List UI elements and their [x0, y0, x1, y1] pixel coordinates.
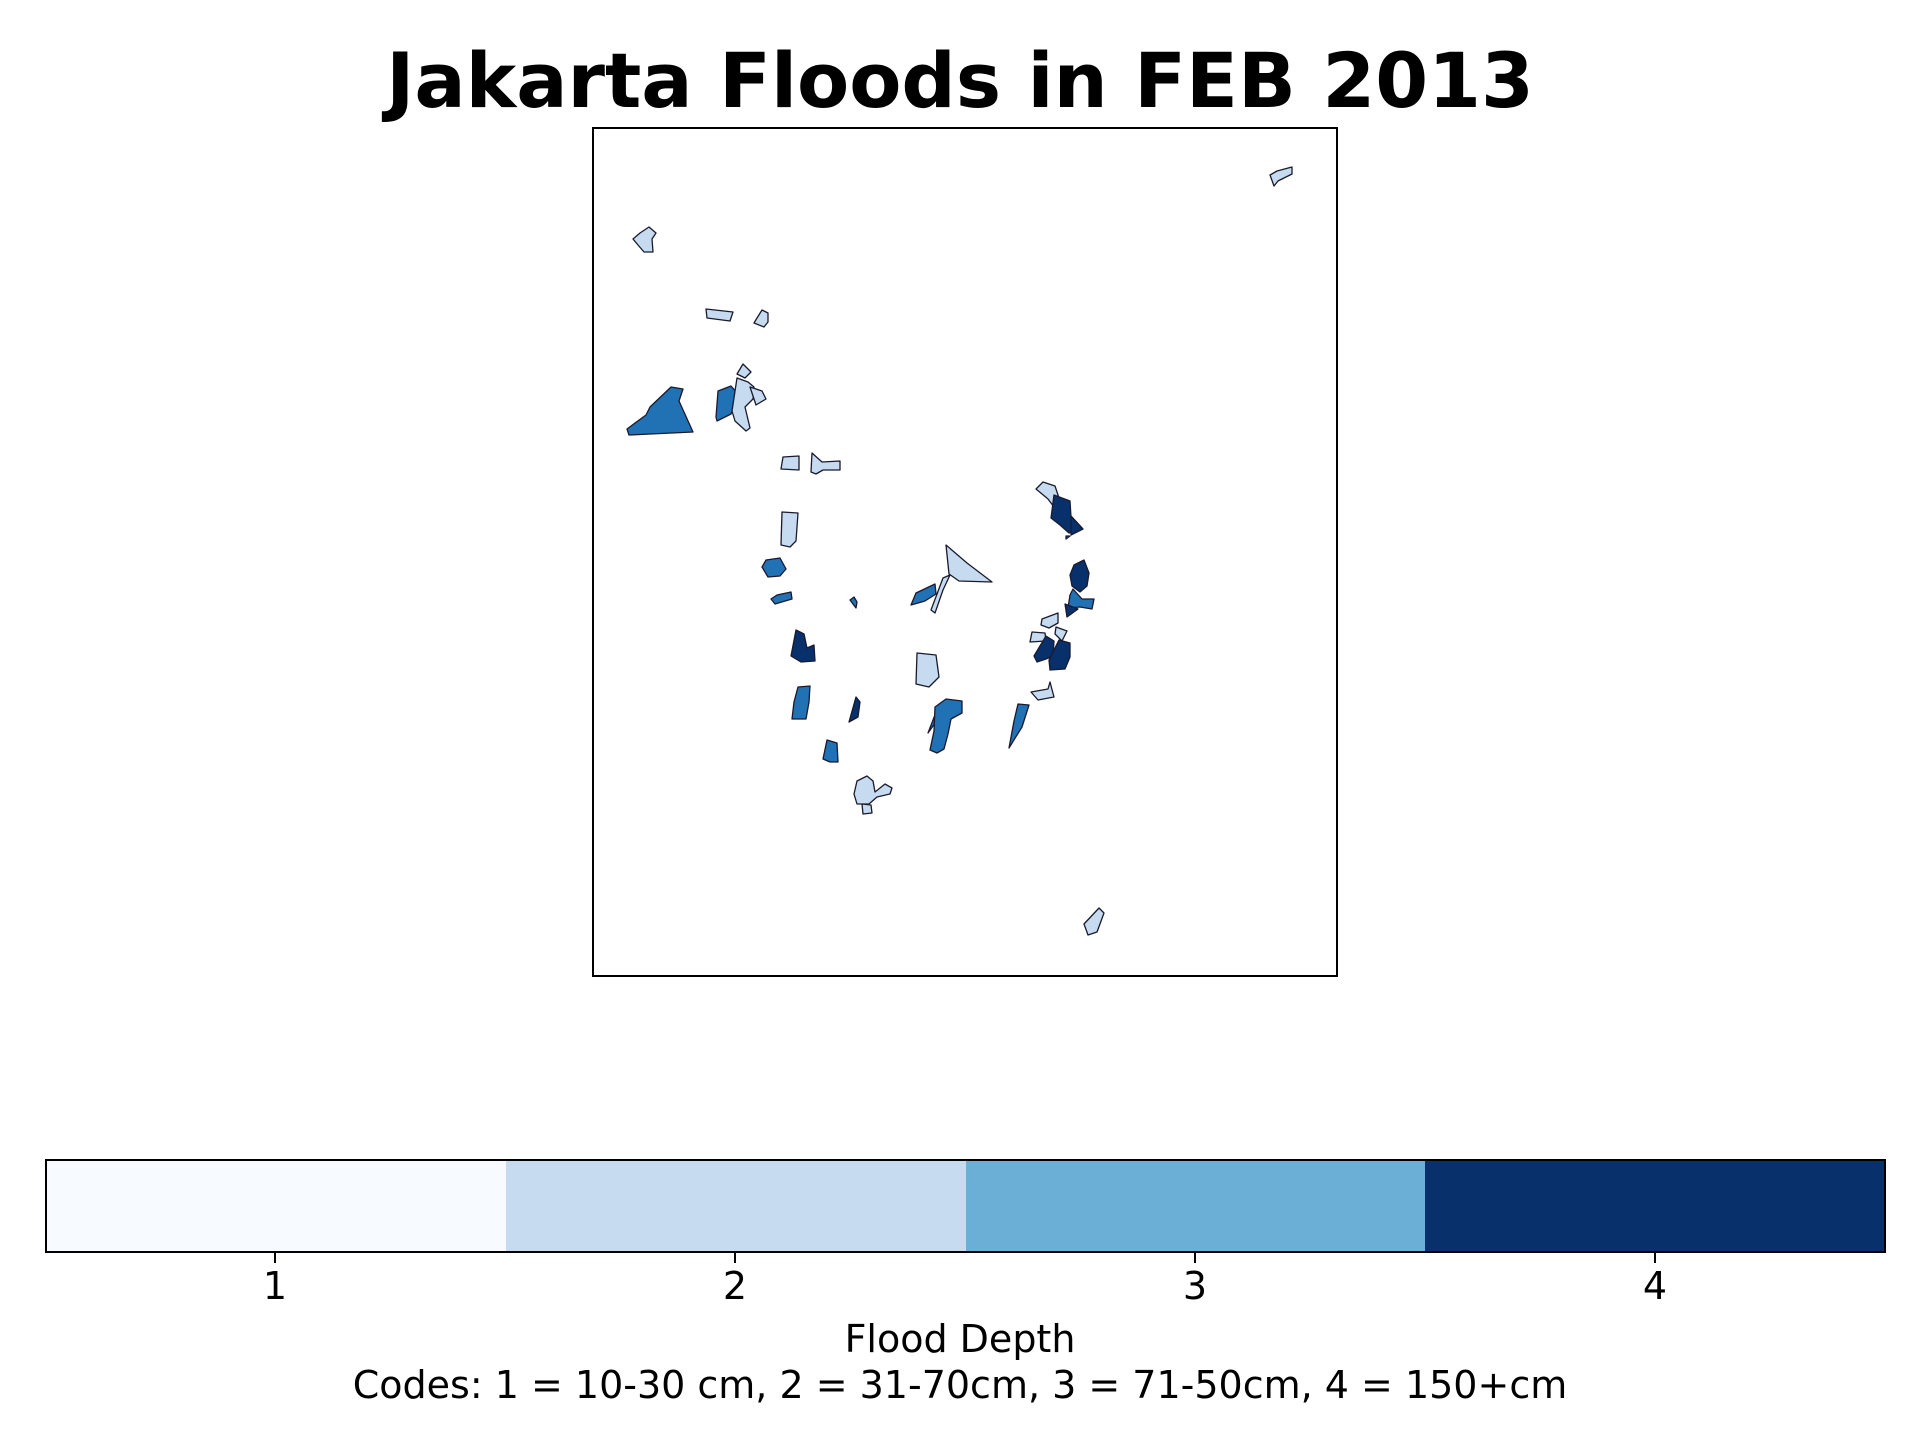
- flood-regions: [626, 166, 1293, 936]
- flood-region: [705, 308, 734, 322]
- colorbar-tick: [1194, 1253, 1196, 1263]
- colorbar-tick: [274, 1253, 276, 1263]
- flood-region: [1065, 535, 1071, 540]
- colorbar-tick-label: 1: [262, 1264, 288, 1308]
- colorbar-tick: [734, 1253, 736, 1263]
- flood-region: [780, 455, 800, 471]
- flood-region: [1070, 515, 1084, 536]
- flood-region: [915, 652, 940, 688]
- flood-region: [731, 377, 755, 432]
- flood-region: [753, 309, 769, 328]
- colorbar-title: Flood Depth: [844, 1317, 1076, 1361]
- map-frame: [592, 127, 1338, 977]
- flood-region: [810, 452, 841, 475]
- flood-region: [1269, 166, 1293, 187]
- colorbar-tick-label: 3: [1182, 1264, 1208, 1308]
- flood-region: [929, 698, 963, 754]
- flood-region: [1064, 603, 1079, 618]
- flood-region: [849, 596, 858, 609]
- flood-region: [910, 583, 937, 606]
- flood-region: [853, 775, 893, 805]
- flood-region: [626, 386, 694, 436]
- flood-region: [1069, 559, 1090, 593]
- flood-region: [791, 685, 811, 720]
- flood-region: [790, 629, 816, 663]
- flood-region: [1054, 626, 1068, 642]
- colorbar-segment-3: [965, 1161, 1425, 1251]
- flood-region: [761, 557, 787, 578]
- flood-region: [1083, 907, 1105, 936]
- flood-region: [736, 363, 752, 379]
- flood-region: [1040, 612, 1059, 629]
- flood-region: [930, 574, 951, 614]
- flood-region: [780, 511, 799, 548]
- colorbar: [45, 1159, 1886, 1253]
- flood-region: [848, 696, 861, 723]
- colorbar-tick-label: 2: [722, 1264, 748, 1308]
- flood-region: [822, 739, 839, 763]
- flood-region: [749, 386, 767, 406]
- colorbar-codes-note: Codes: 1 = 10-30 cm, 2 = 31-70cm, 3 = 71…: [352, 1363, 1568, 1407]
- flood-region: [1030, 681, 1055, 701]
- flood-map: [626, 166, 1293, 936]
- map-title: Jakarta Floods in FEB 2013: [386, 36, 1534, 125]
- flood-region: [715, 385, 740, 422]
- flood-region: [945, 544, 993, 583]
- flood-region: [632, 226, 657, 253]
- colorbar-tick-label: 4: [1642, 1264, 1668, 1308]
- flood-region: [1033, 635, 1055, 663]
- flood-region: [770, 591, 793, 605]
- flood-region: [1048, 639, 1071, 671]
- colorbar-segment-1: [47, 1161, 507, 1251]
- flood-region: [1008, 703, 1030, 749]
- colorbar-segment-4: [1424, 1161, 1884, 1251]
- colorbar-segment-2: [506, 1161, 966, 1251]
- colorbar-tick: [1654, 1253, 1656, 1263]
- flood-region: [861, 803, 873, 815]
